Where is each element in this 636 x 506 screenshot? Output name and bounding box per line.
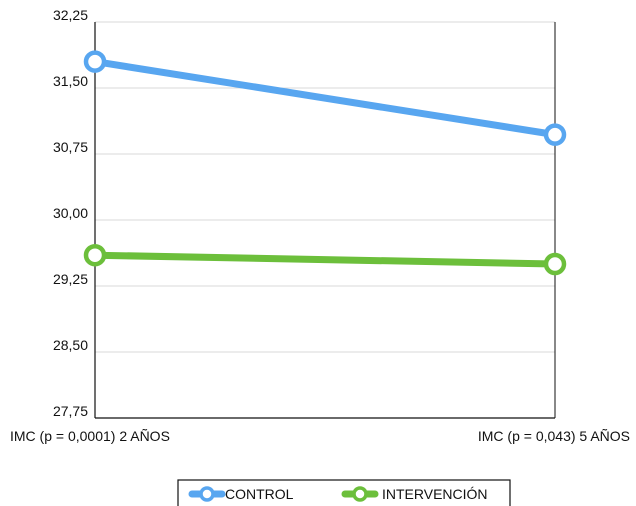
legend-box (177, 479, 511, 506)
y-tick-label: 32,25 (53, 7, 88, 23)
y-tick-label: 30,75 (53, 139, 88, 155)
y-tick-label: 29,25 (53, 271, 88, 287)
x-tick-labels: IMC (p = 0,0001) 2 AÑOS IMC (p = 0,043) 5… (10, 428, 630, 444)
data-point (83, 243, 107, 267)
legend-swatch-marker (352, 486, 368, 502)
grid-lines (95, 21, 555, 353)
x-tick-label: IMC (p = 0,0001) 2 AÑOS (10, 428, 170, 444)
axes (94, 22, 556, 419)
data-point (83, 50, 107, 73)
y-tick-label: 30,00 (53, 205, 88, 221)
y-tick-label: 28,50 (53, 337, 88, 353)
legend-swatch-marker (199, 486, 215, 502)
legend: CONTROL INTERVENCIÓN (177, 479, 511, 506)
legend-label: INTERVENCIÓN (382, 486, 488, 502)
legend-label: CONTROL (225, 486, 294, 502)
x-tick-label: IMC (p = 0,043) 5 AÑOS (478, 428, 630, 444)
data-point (543, 123, 567, 146)
series-line-0 (91, 58, 559, 139)
y-tick-labels: 32,25 31,50 30,75 30,00 29,25 28,50 27,75 (53, 7, 88, 419)
y-tick-label: 31,50 (53, 73, 88, 89)
series-line-1 (91, 251, 559, 268)
series (83, 50, 567, 276)
data-point (543, 252, 567, 276)
y-tick-label: 27,75 (53, 403, 88, 419)
